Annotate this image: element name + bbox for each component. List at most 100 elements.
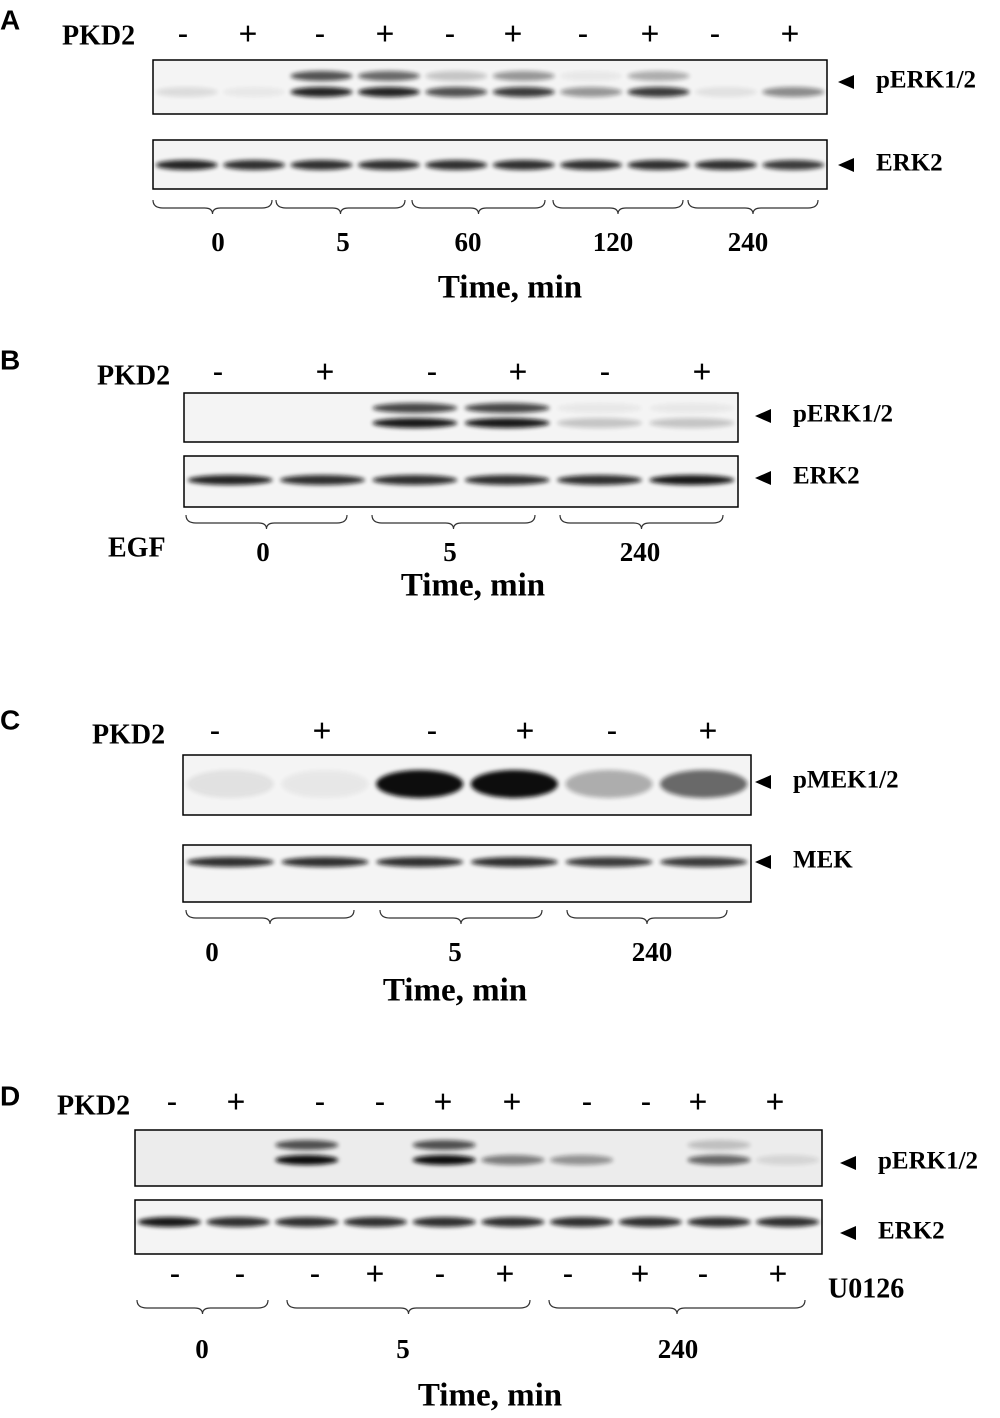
brace: [185, 909, 355, 925]
inhibitor-mark: +: [631, 1255, 650, 1291]
inhibitor-mark: -: [435, 1255, 446, 1291]
treatment-mark: +: [376, 15, 395, 51]
band: [372, 403, 458, 413]
inhibitor-mark: -: [170, 1255, 181, 1291]
time-point: 240: [620, 537, 661, 567]
time-point: 0: [195, 1334, 209, 1364]
blot-label: ERK2: [793, 463, 860, 490]
panel-letter: C: [0, 704, 20, 735]
band: [290, 87, 353, 97]
treatment-mark: +: [504, 15, 523, 51]
band: [280, 475, 365, 485]
treatment-mark: -: [375, 1083, 386, 1119]
band: [627, 71, 690, 81]
treatment-mark: +: [316, 353, 335, 389]
time-point: 240: [728, 227, 769, 257]
time-point: 0: [256, 537, 270, 567]
band: [565, 857, 653, 867]
band: [756, 1155, 820, 1165]
stimulus-label: EGF: [108, 532, 166, 563]
band: [492, 71, 555, 81]
treatment-mark: -: [210, 712, 221, 748]
treatment-mark: +: [689, 1083, 708, 1119]
blot-label: pERK1/2: [878, 1148, 978, 1175]
band: [687, 1155, 751, 1165]
band: [694, 87, 757, 97]
brace: [687, 199, 819, 215]
arrowhead: [838, 75, 854, 89]
treatment-mark: +: [503, 1083, 522, 1119]
time-point: 60: [455, 227, 482, 257]
band: [560, 87, 623, 97]
band: [412, 1140, 476, 1150]
band: [762, 87, 825, 97]
band: [425, 87, 488, 97]
band: [618, 1217, 682, 1227]
band: [275, 1140, 339, 1150]
band: [492, 87, 555, 97]
band: [492, 160, 555, 170]
treatment-mark: -: [315, 1083, 326, 1119]
axis-label: Time, min: [438, 270, 582, 306]
inhibitor-mark: +: [496, 1255, 515, 1291]
time-point: 5: [396, 1334, 410, 1364]
brace: [379, 909, 543, 925]
band: [481, 1217, 545, 1227]
blot-label: pERK1/2: [876, 67, 976, 94]
brace: [136, 1299, 269, 1315]
band: [549, 1217, 614, 1227]
band: [376, 770, 464, 798]
arrowhead: [755, 855, 771, 869]
treatment-mark: -: [427, 353, 438, 389]
treatment-mark: -: [178, 15, 189, 51]
band: [281, 857, 369, 867]
band: [649, 475, 735, 485]
treatment-mark: -: [600, 353, 611, 389]
arrowhead: [755, 775, 771, 789]
blot: [152, 59, 828, 115]
blot: [183, 392, 739, 443]
band: [464, 403, 550, 413]
treatment-mark: +: [766, 1083, 785, 1119]
treatment-mark: +: [509, 353, 528, 389]
band: [649, 418, 735, 428]
band: [481, 1155, 545, 1165]
treatment-mark: -: [427, 712, 438, 748]
axis-label: Time, min: [401, 568, 545, 604]
brace: [559, 514, 724, 530]
treatment-mark: +: [781, 15, 800, 51]
band: [137, 1217, 201, 1227]
brace: [185, 514, 348, 530]
band: [687, 1217, 751, 1227]
treatment-mark: -: [167, 1083, 178, 1119]
treatment-mark: -: [710, 15, 721, 51]
band: [186, 857, 274, 867]
blot: [182, 754, 752, 816]
band: [223, 87, 286, 97]
band: [762, 160, 825, 170]
treatment-mark: -: [582, 1083, 593, 1119]
band: [186, 770, 274, 798]
treatment-label: PKD2: [57, 1090, 130, 1121]
blot-label: ERK2: [876, 150, 943, 177]
panel-letter: A: [0, 4, 20, 35]
band: [464, 475, 550, 485]
band: [155, 160, 218, 170]
band: [187, 475, 273, 485]
treatment-mark: +: [699, 712, 718, 748]
band: [155, 87, 218, 97]
brace: [152, 199, 273, 215]
brace: [411, 199, 546, 215]
time-point: 120: [593, 227, 634, 257]
band: [357, 87, 420, 97]
band: [565, 770, 653, 798]
time-point: 240: [632, 937, 673, 967]
blot-label: MEK: [793, 847, 853, 874]
treatment-label: PKD2: [92, 719, 165, 750]
brace: [552, 199, 684, 215]
panel-letter: D: [0, 1080, 20, 1111]
inhibitor-mark: -: [310, 1255, 321, 1291]
treatment-label: PKD2: [97, 360, 170, 391]
axis-label: Time, min: [418, 1378, 562, 1414]
blot: [134, 1199, 823, 1255]
